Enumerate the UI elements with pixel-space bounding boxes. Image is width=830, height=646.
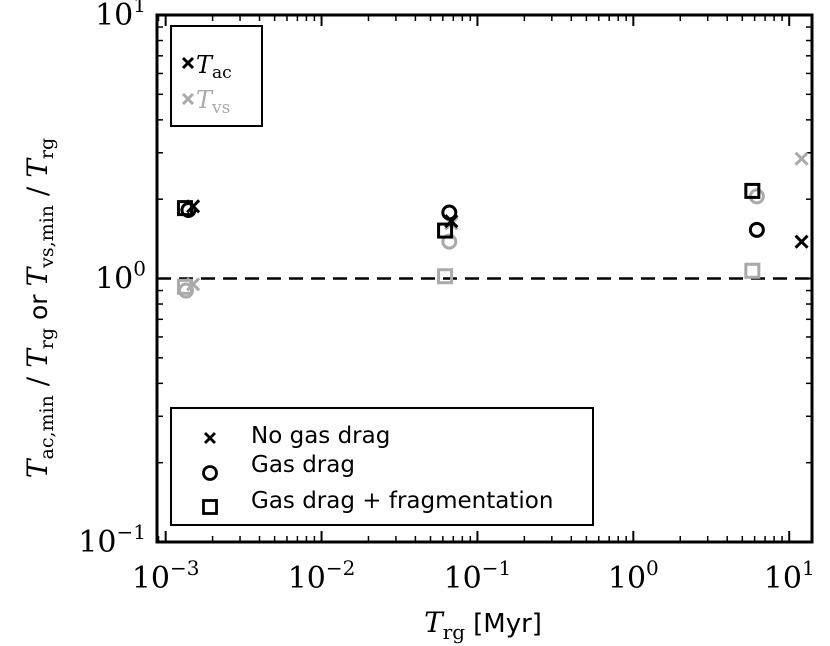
legend-color-sub-vs: vs — [211, 98, 230, 118]
legend-color-entry-vs: Tvs — [181, 86, 230, 118]
marker-square-vs — [176, 278, 193, 295]
legend-color: Tac Tvs — [170, 25, 263, 127]
marker-square-vs — [744, 262, 761, 279]
legend-color-entry-ac: Tac — [181, 51, 232, 83]
svg-text:Tvs: Tvs — [196, 86, 230, 118]
marker-x-vs — [794, 151, 809, 166]
legend-color-sub-ac: ac — [212, 63, 232, 83]
x-tick-label: 100 — [608, 556, 659, 596]
marker-x-ac — [794, 234, 809, 249]
legend-marker-circle-icon — [202, 465, 218, 481]
x-axis-label-unit: [Myr] — [473, 609, 542, 639]
legend-marker-square-icon — [202, 499, 218, 515]
x-tick-label: 10−3 — [132, 556, 200, 596]
legend-marker: No gas drag Gas drag Gas drag + fragment… — [170, 407, 594, 526]
x-tick-labels: 10−3 10−2 10−1 100 101 — [132, 556, 815, 596]
legend-color-marker-vs — [181, 92, 195, 106]
data-markers — [176, 151, 809, 299]
x-axis-label-sub: rg — [443, 620, 466, 644]
x-tick-label: 101 — [764, 556, 815, 596]
svg-text:Tac: Tac — [196, 51, 232, 83]
y-axis-label: Tac,min / Trg or Tvs,min / Trg — [21, 138, 58, 478]
x-axis-label: Trg [Myr] — [424, 606, 542, 644]
y-tick-label: 101 — [95, 0, 146, 33]
y-tick-label: 100 — [95, 257, 146, 297]
legend-color-label-vs: T — [196, 86, 214, 114]
marker-circle-ac — [180, 201, 197, 218]
legend-marker-label-s: Gas drag + fragmentation — [251, 488, 553, 514]
legend-marker-label-x: No gas drag — [251, 423, 390, 449]
y-tick-labels: 10−1 100 101 — [78, 0, 146, 560]
x-tick-label: 10−2 — [288, 556, 356, 596]
legend-marker-label-o: Gas drag — [251, 452, 355, 478]
x-axis-label-symbol: T — [424, 606, 445, 639]
y-tick-label: 10−1 — [78, 520, 146, 560]
marker-circle-vs — [441, 233, 458, 250]
legend-color-box — [170, 25, 263, 127]
marker-square-ac — [176, 200, 193, 217]
legend-marker-box — [170, 407, 594, 526]
legend-color-marker-ac — [181, 56, 195, 70]
legend-marker-x-icon — [204, 432, 216, 444]
marker-square-vs — [437, 268, 454, 285]
axes-frame — [155, 13, 814, 544]
marker-circle-ac — [748, 221, 765, 238]
marker-square-ac — [744, 182, 761, 199]
x-tick-label: 10−1 — [444, 556, 512, 596]
marker-square-ac — [437, 222, 454, 239]
legend-color-label-ac: T — [196, 51, 214, 79]
marker-circle-ac — [441, 204, 458, 221]
